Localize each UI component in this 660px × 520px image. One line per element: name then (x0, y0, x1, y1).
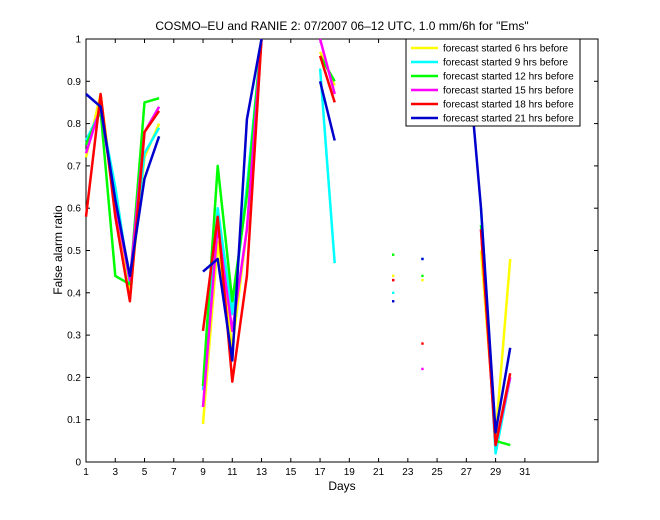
series-layer (84, 38, 512, 455)
x-tick-label: 9 (200, 467, 206, 478)
x-tick-label: 15 (285, 467, 297, 478)
x-tick-label: 27 (461, 467, 473, 478)
x-tick-label: 7 (171, 467, 177, 478)
y-tick-label: 0.8 (67, 119, 81, 130)
y-tick-label: 0.7 (67, 161, 81, 172)
series-line (84, 92, 161, 303)
y-tick-label: 0.6 (67, 204, 81, 215)
series-line (318, 38, 336, 95)
x-tick-label: 29 (490, 467, 502, 478)
series-line (318, 68, 336, 264)
series-point (392, 274, 395, 278)
series-line (202, 38, 263, 362)
y-tick-label: 0.4 (67, 288, 81, 299)
x-tick-label: 13 (256, 467, 268, 478)
legend-label: forecast started 12 hrs before (443, 72, 574, 83)
series-line (318, 55, 336, 103)
y-tick-label: 0.2 (67, 373, 81, 384)
y-tick-label: 0.9 (67, 77, 81, 88)
y-ticks: 0 0.1 0.2 0.3 0.4 0.5 0.6 0.7 0.8 0.9 1 (67, 35, 598, 469)
y-tick-label: 0.5 (67, 246, 81, 257)
legend: forecast started 6 hrs before forecast st… (405, 38, 581, 127)
x-tick-label: 31 (519, 467, 531, 478)
series-line (201, 38, 263, 386)
series-line (85, 93, 161, 278)
x-tick-label: 1 (83, 467, 89, 478)
series-point (392, 253, 395, 256)
legend-label: forecast started 9 hrs before (443, 58, 569, 69)
series-point (421, 278, 424, 282)
legend-label: forecast started 6 hrs before (443, 44, 569, 55)
x-tick-label: 11 (227, 467, 238, 478)
y-tick-label: 0.3 (67, 331, 81, 342)
legend-label: forecast started 15 hrs before (443, 86, 574, 97)
series-line (201, 38, 263, 408)
x-tick-label: 3 (112, 467, 118, 478)
x-tick-label: 19 (344, 467, 356, 478)
series-point (421, 342, 424, 345)
y-tick-label: 0 (75, 458, 81, 469)
x-ticks: 1 3 5 7 9 11 13 15 17 19 21 23 25 27 29 31 (83, 39, 531, 478)
legend-label: forecast started 18 hrs before (443, 100, 574, 111)
legend-box (405, 38, 581, 127)
chart-title: COSMO–EU and RANIE 2: 07/2007 06–12 UTC,… (155, 19, 528, 33)
series-point (421, 367, 424, 371)
series-group (85, 38, 512, 434)
x-tick-label: 5 (142, 467, 148, 478)
y-tick-label: 1 (75, 35, 81, 46)
series-point (392, 278, 395, 282)
y-axis-label: False alarm ratio (51, 205, 65, 295)
x-tick-label: 23 (402, 467, 414, 478)
series-point (421, 274, 424, 278)
x-tick-label: 21 (373, 467, 385, 478)
series-line (318, 81, 336, 141)
series-point (421, 257, 424, 261)
x-tick-label: 25 (432, 467, 444, 478)
x-tick-label: 17 (314, 467, 326, 478)
series-line (201, 38, 263, 383)
legend-label: forecast started 21 hrs before (443, 114, 574, 125)
x-axis-label: Days (328, 479, 355, 493)
series-point (392, 291, 395, 294)
series-point (392, 300, 395, 303)
y-tick-label: 0.1 (67, 415, 81, 426)
